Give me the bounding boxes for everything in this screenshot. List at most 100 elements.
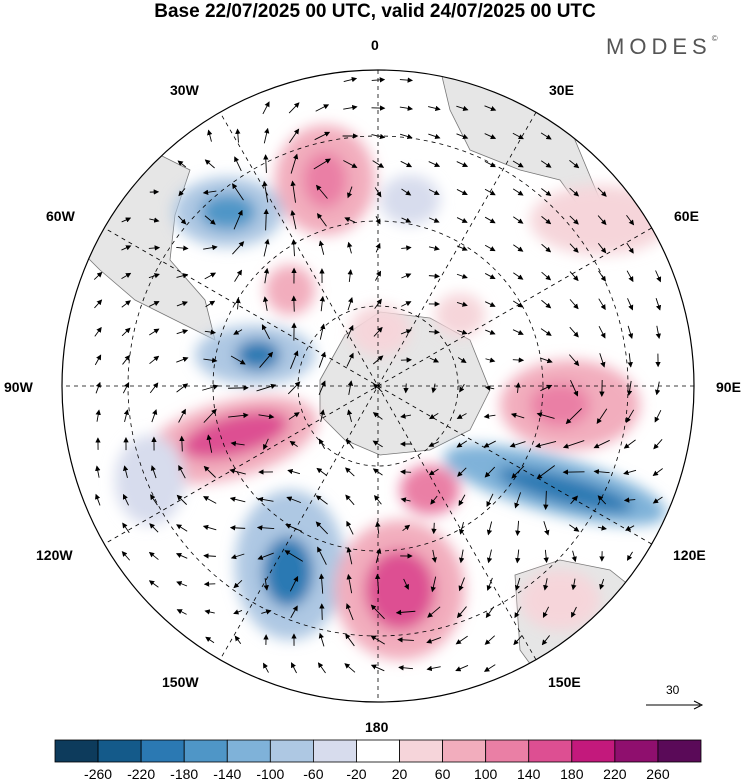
colorbar-swatch xyxy=(226,739,271,763)
wind-arrow xyxy=(318,240,325,255)
wind-arrow xyxy=(512,160,524,168)
wind-arrow xyxy=(95,381,101,394)
wind-arrow xyxy=(122,522,130,534)
label-90w: 90W xyxy=(4,379,33,395)
wind-arrow xyxy=(543,490,549,511)
colorbar-tick-label: -20 xyxy=(346,766,367,782)
wind-arrow xyxy=(484,273,496,279)
wind-arrow xyxy=(94,299,103,309)
wind-arrow xyxy=(291,662,297,674)
wind-arrow xyxy=(179,435,185,452)
wind-arrow xyxy=(290,350,299,369)
wind-arrow xyxy=(511,465,525,479)
wind-arrow xyxy=(431,383,437,394)
wind-arrow xyxy=(484,385,495,391)
wind-arrow xyxy=(262,180,269,203)
wind-arrow xyxy=(95,493,101,506)
wind-arrow xyxy=(456,133,469,140)
wind-arrow xyxy=(535,441,557,449)
wind-arrow xyxy=(483,413,496,419)
wind-arrow xyxy=(94,326,102,337)
wind-arrow xyxy=(291,238,297,257)
wind-arrow xyxy=(344,663,356,673)
label-150w: 150W xyxy=(162,674,199,690)
wind-arrow xyxy=(122,493,129,506)
wind-arrow xyxy=(345,633,355,647)
wind-arrow xyxy=(541,299,552,309)
wind-arrow xyxy=(541,635,550,646)
wind-arrow xyxy=(402,524,411,532)
wind-arrow xyxy=(343,104,358,111)
reference-vector-label: 30 xyxy=(666,683,680,697)
wind-arrow xyxy=(315,521,329,535)
wind-arrow xyxy=(569,243,579,253)
wind-arrow xyxy=(400,329,412,335)
map-title: Base 22/07/2025 00 UTC, valid 24/07/2025… xyxy=(154,1,596,22)
wind-arrow xyxy=(148,580,159,588)
wind-arrow xyxy=(571,606,577,618)
wind-arrow xyxy=(428,161,441,168)
wind-arrow xyxy=(486,493,494,508)
wind-arrow xyxy=(655,298,662,311)
wind-arrow xyxy=(315,495,328,505)
wind-arrow xyxy=(395,609,416,616)
wind-arrow xyxy=(568,354,580,367)
wind-arrow xyxy=(623,439,636,449)
wind-arrow xyxy=(456,217,468,223)
wind-arrow xyxy=(319,323,326,340)
modes-logo: MODES© xyxy=(606,34,718,60)
wind-arrow xyxy=(314,131,331,141)
wind-arrow xyxy=(262,101,270,115)
wind-arrow xyxy=(233,580,243,589)
colorbar-swatch xyxy=(140,739,185,763)
colorbar-swatch xyxy=(183,739,228,763)
wind-arrow xyxy=(203,244,218,251)
wind-arrow xyxy=(652,468,663,477)
wind-arrow xyxy=(459,384,465,393)
wind-arrow xyxy=(428,105,441,111)
label-120w: 120W xyxy=(36,547,73,563)
wind-arrow xyxy=(513,216,524,224)
wind-arrow xyxy=(593,469,610,475)
wind-arrow xyxy=(403,383,409,394)
label-60e: 60E xyxy=(674,208,699,224)
wind-arrow xyxy=(121,245,132,251)
wind-arrow xyxy=(176,581,188,587)
anomaly-positive xyxy=(400,465,460,515)
wind-arrow xyxy=(204,329,217,335)
map-border xyxy=(61,69,695,703)
wind-arrow xyxy=(431,522,437,535)
wind-arrow xyxy=(319,295,325,312)
wind-arrow xyxy=(123,465,129,478)
wind-arrow xyxy=(593,439,610,449)
wind-arrow xyxy=(485,329,496,335)
wind-arrow xyxy=(123,409,129,422)
wind-arrow xyxy=(234,156,242,172)
anomaly-positive xyxy=(265,265,315,315)
wind-arrow xyxy=(319,409,325,422)
wind-arrow xyxy=(401,188,412,196)
wind-arrow xyxy=(290,209,297,230)
wind-arrow xyxy=(513,635,523,646)
colorbar-tick-label: 140 xyxy=(517,766,541,782)
wind-arrow xyxy=(317,546,327,565)
wind-arrow xyxy=(571,578,577,591)
label-30e: 30E xyxy=(549,82,574,98)
wind-arrow xyxy=(483,664,496,672)
wind-arrow xyxy=(543,578,549,591)
wind-arrow xyxy=(263,267,270,284)
wind-arrow xyxy=(289,440,298,447)
wind-arrow xyxy=(346,352,354,367)
wind-arrow xyxy=(372,160,385,168)
wind-arrow xyxy=(203,465,216,478)
wind-arrow xyxy=(232,241,245,255)
colorbar-tick-label: -260 xyxy=(84,766,113,782)
wind-arrow xyxy=(259,351,274,368)
wind-arrow xyxy=(401,301,412,307)
wind-arrow xyxy=(176,524,188,532)
wind-arrow xyxy=(570,495,579,505)
wind-arrow xyxy=(313,158,331,170)
wind-arrow xyxy=(229,525,246,531)
wind-arrow xyxy=(148,245,161,251)
wind-arrow xyxy=(288,412,300,420)
